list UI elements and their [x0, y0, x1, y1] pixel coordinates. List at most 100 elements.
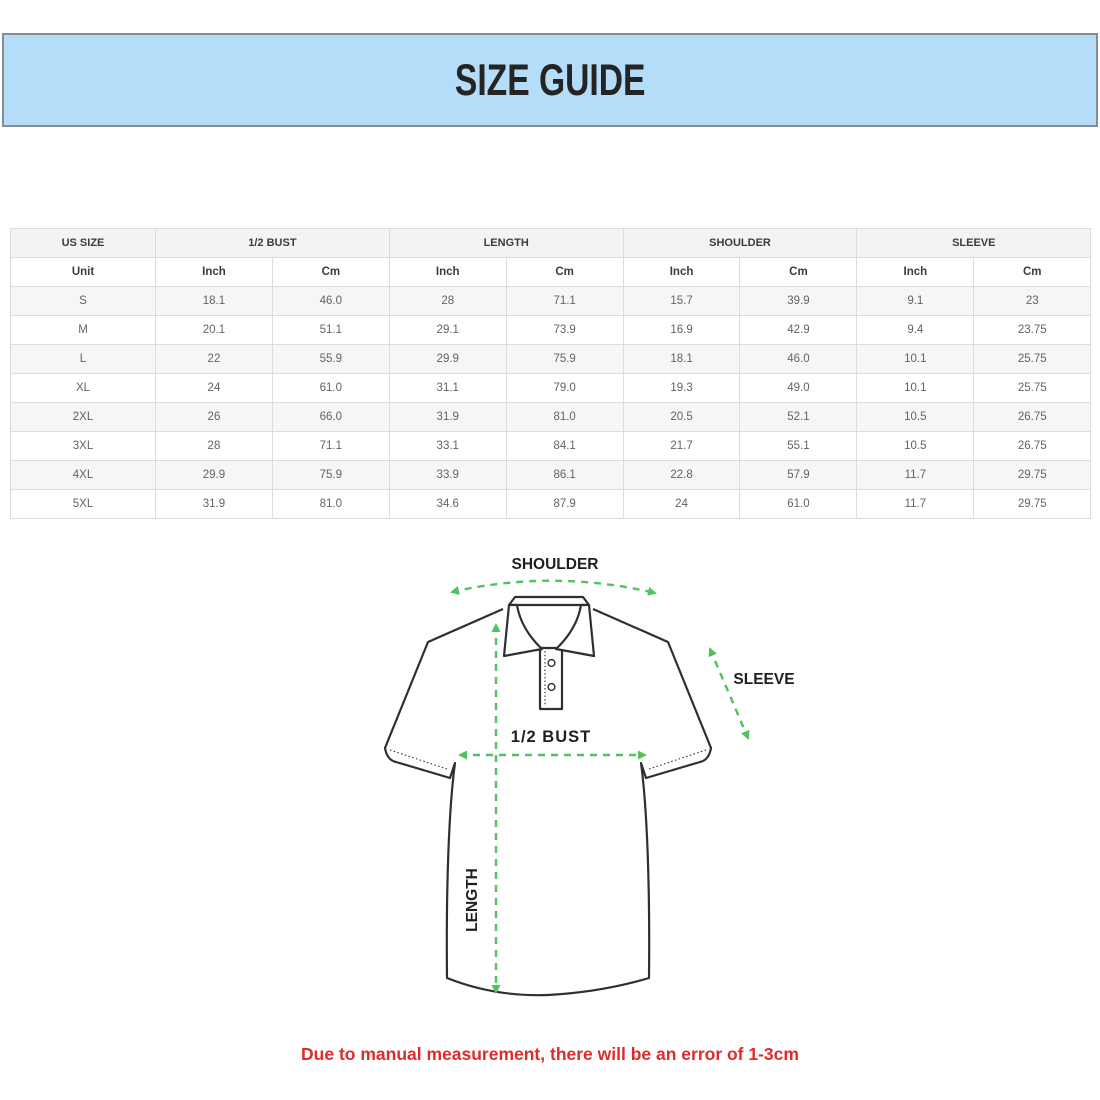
table-row: 2XL 26 66.0 31.9 81.0 20.5 52.1 10.5 26.75: [10, 402, 1092, 432]
table-cell: 24: [155, 373, 273, 403]
sleeve-label: SLEEVE: [733, 671, 794, 688]
unit-header-inch: Inch: [856, 257, 975, 287]
table-cell: 11.7: [856, 460, 975, 490]
table-cell: 71.1: [505, 286, 624, 316]
col-header-length: LENGTH: [388, 228, 624, 258]
table-cell: 23.75: [973, 315, 1092, 345]
table-cell: 57.9: [739, 460, 858, 490]
table-cell: 29.9: [155, 460, 273, 490]
unit-header-cm: Cm: [973, 257, 1092, 287]
table-cell: M: [10, 315, 156, 345]
col-header-half-bust: 1/2 BUST: [155, 228, 390, 258]
table-row: 4XL 29.9 75.9 33.9 86.1 22.8 57.9 11.7 29.75: [10, 460, 1092, 490]
table-cell: 15.7: [622, 286, 741, 316]
table-row: XL 24 61.0 31.1 79.0 19.3 49.0 10.1 25.75: [10, 373, 1092, 403]
table-cell: 23: [973, 286, 1092, 316]
table-cell: 51.1: [271, 315, 390, 345]
table-cell: 10.5: [856, 402, 975, 432]
table-cell: 81.0: [271, 489, 390, 519]
table-cell: 49.0: [739, 373, 858, 403]
table-cell: 46.0: [271, 286, 390, 316]
table-cell: 31.9: [155, 489, 273, 519]
table-cell: 46.0: [739, 344, 858, 374]
table-row: 5XL 31.9 81.0 34.6 87.9 24 61.0 11.7 29.75: [10, 489, 1092, 519]
table-cell: 25.75: [973, 344, 1092, 374]
button-top: [547, 658, 556, 668]
table-cell: 73.9: [505, 315, 624, 345]
shirt-measurement-diagram: SHOULDER SLEEVE 1/2 BUST LENGTH: [383, 556, 795, 997]
table-cell: 42.9: [739, 315, 858, 345]
table-cell: 33.1: [388, 431, 507, 461]
table-cell: 71.1: [271, 431, 390, 461]
table-cell: 55.9: [271, 344, 390, 374]
table-cell: 22: [155, 344, 273, 374]
table-row: L 22 55.9 29.9 75.9 18.1 46.0 10.1 25.75: [10, 344, 1092, 374]
unit-header-cm: Cm: [271, 257, 390, 287]
table-cell: 5XL: [10, 489, 156, 519]
table-cell: 19.3: [622, 373, 741, 403]
table-cell: 10.1: [856, 373, 975, 403]
col-header-sleeve: SLEEVE: [856, 228, 1092, 258]
table-cell: 2XL: [10, 402, 156, 432]
table-cell: XL: [10, 373, 156, 403]
table-cell: 52.1: [739, 402, 858, 432]
table-cell: 3XL: [10, 431, 156, 461]
table-cell: 18.1: [622, 344, 741, 374]
unit-header-cm: Cm: [739, 257, 858, 287]
button-bottom: [547, 682, 556, 692]
size-table-body: S 18.1 46.0 28 71.1 15.7 39.9 9.1 23 M 20.1 51.1 29.…: [10, 286, 1092, 519]
shoulder-measure-arrow: [450, 579, 657, 596]
col-header-shoulder: SHOULDER: [622, 228, 858, 258]
table-cell: 81.0: [505, 402, 624, 432]
size-table: US SIZE 1/2 BUST LENGTH SHOULDER SLEEVE …: [10, 228, 1092, 519]
size-guide-banner: SIZE GUIDE: [2, 33, 1098, 127]
table-cell: 4XL: [10, 460, 156, 490]
table-cell: 20.5: [622, 402, 741, 432]
unit-header-cm: Cm: [505, 257, 624, 287]
table-cell: 25.75: [973, 373, 1092, 403]
table-cell: 16.9: [622, 315, 741, 345]
measurement-disclaimer: Due to manual measurement, there will be…: [301, 1044, 799, 1064]
table-cell: S: [10, 286, 156, 316]
unit-header-inch: Inch: [622, 257, 741, 287]
shoulder-label: SHOULDER: [512, 556, 599, 573]
table-cell: 22.8: [622, 460, 741, 490]
polo-shirt-outline: [383, 595, 713, 997]
table-cell: 26.75: [973, 431, 1092, 461]
table-cell: 31.9: [388, 402, 507, 432]
table-cell: 31.1: [388, 373, 507, 403]
table-cell: 28: [388, 286, 507, 316]
table-cell: 61.0: [739, 489, 858, 519]
table-cell: 87.9: [505, 489, 624, 519]
table-cell: 9.4: [856, 315, 975, 345]
table-cell: 75.9: [271, 460, 390, 490]
table-cell: 28: [155, 431, 273, 461]
length-label: LENGTH: [464, 868, 481, 932]
table-cell: 29.75: [973, 489, 1092, 519]
table-cell: 18.1: [155, 286, 273, 316]
table-cell: L: [10, 344, 156, 374]
table-cell: 84.1: [505, 431, 624, 461]
table-cell: 29.1: [388, 315, 507, 345]
table-cell: 61.0: [271, 373, 390, 403]
table-cell: 26.75: [973, 402, 1092, 432]
col-header-us-size: US SIZE: [10, 228, 156, 258]
table-cell: 66.0: [271, 402, 390, 432]
table-cell: 34.6: [388, 489, 507, 519]
table-cell: 29.75: [973, 460, 1092, 490]
table-row: S 18.1 46.0 28 71.1 15.7 39.9 9.1 23: [10, 286, 1092, 316]
table-cell: 29.9: [388, 344, 507, 374]
table-cell: 39.9: [739, 286, 858, 316]
table-cell: 11.7: [856, 489, 975, 519]
table-cell: 55.1: [739, 431, 858, 461]
table-cell: 24: [622, 489, 741, 519]
table-cell: 10.5: [856, 431, 975, 461]
table-cell: 10.1: [856, 344, 975, 374]
table-group-header-row: US SIZE 1/2 BUST LENGTH SHOULDER SLEEVE: [10, 228, 1092, 258]
table-cell: 21.7: [622, 431, 741, 461]
unit-header-inch: Inch: [388, 257, 507, 287]
table-cell: 33.9: [388, 460, 507, 490]
table-cell: 79.0: [505, 373, 624, 403]
table-row: 3XL 28 71.1 33.1 84.1 21.7 55.1 10.5 26.75: [10, 431, 1092, 461]
bust-label: 1/2 BUST: [511, 728, 591, 746]
